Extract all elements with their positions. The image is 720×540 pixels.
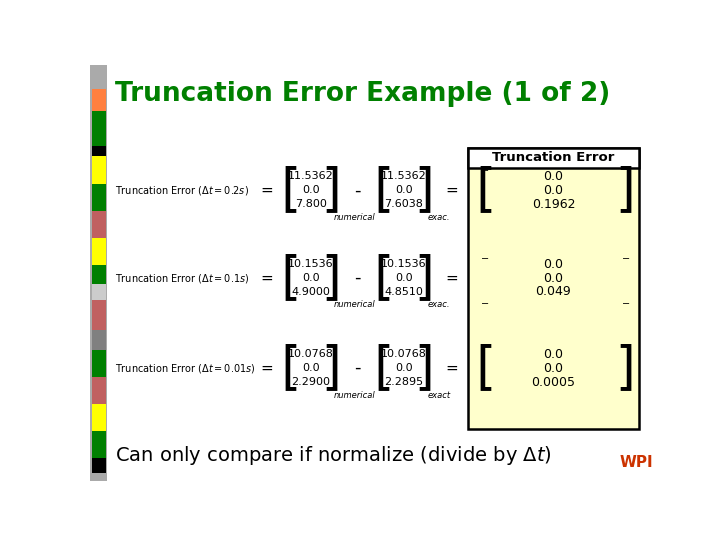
- Text: [: [: [366, 343, 397, 393]
- Bar: [92, 457, 106, 473]
- Text: −: −: [481, 166, 490, 176]
- Text: ]: ]: [611, 343, 643, 393]
- Bar: [92, 238, 106, 265]
- Text: ]: ]: [317, 343, 348, 393]
- Text: exact: exact: [427, 390, 450, 400]
- Bar: [92, 111, 106, 146]
- Bar: [92, 300, 106, 330]
- Text: Truncation Error ($\Delta t = 0.01s$): Truncation Error ($\Delta t = 0.01s$): [114, 362, 256, 375]
- Text: numerical: numerical: [334, 390, 376, 400]
- Text: ]: ]: [317, 165, 348, 215]
- Text: 0.0: 0.0: [302, 363, 320, 373]
- Text: ]: ]: [410, 165, 441, 215]
- Text: ]: ]: [317, 253, 348, 303]
- Text: 0.0005: 0.0005: [531, 375, 575, 389]
- Bar: [92, 330, 106, 350]
- Text: [: [: [274, 253, 305, 303]
- Text: Truncation Error ($\Delta t = 0.1s$): Truncation Error ($\Delta t = 0.1s$): [114, 272, 249, 285]
- Text: 2.2895: 2.2895: [384, 377, 423, 387]
- Bar: [468, 148, 639, 168]
- Text: 0.0: 0.0: [544, 362, 564, 375]
- Bar: [92, 90, 106, 111]
- Text: 7.6038: 7.6038: [384, 199, 423, 209]
- Text: numerical: numerical: [334, 213, 376, 221]
- Text: −: −: [622, 254, 631, 264]
- Bar: [92, 265, 106, 284]
- Text: Truncation Error: Truncation Error: [492, 151, 615, 165]
- Text: 11.5362: 11.5362: [288, 172, 334, 181]
- Bar: [92, 430, 106, 457]
- Bar: [92, 377, 106, 403]
- Text: 0.0: 0.0: [302, 185, 320, 195]
- Text: 0.0: 0.0: [544, 258, 564, 271]
- Bar: [92, 284, 106, 300]
- Text: 4.8510: 4.8510: [384, 287, 423, 297]
- Text: =: =: [446, 361, 459, 376]
- Bar: [92, 156, 106, 184]
- Text: =: =: [446, 271, 459, 286]
- Text: 0.0: 0.0: [544, 348, 564, 361]
- Text: 10.1536: 10.1536: [381, 259, 427, 269]
- Text: 11.5362: 11.5362: [381, 172, 427, 181]
- Text: 0.0: 0.0: [395, 185, 413, 195]
- Text: exac.: exac.: [427, 213, 449, 221]
- Text: =: =: [261, 183, 273, 198]
- Text: 10.0768: 10.0768: [381, 349, 427, 359]
- Text: numerical: numerical: [334, 300, 376, 309]
- Text: 2.2900: 2.2900: [292, 377, 330, 387]
- Text: =: =: [261, 271, 273, 286]
- Text: −: −: [481, 254, 490, 264]
- Text: −: −: [622, 299, 631, 308]
- Text: [: [: [468, 165, 499, 215]
- Bar: [92, 403, 106, 430]
- Text: 10.0768: 10.0768: [288, 349, 334, 359]
- Text: -: -: [354, 269, 361, 287]
- Text: [: [: [274, 165, 305, 215]
- Text: 0.049: 0.049: [536, 286, 572, 299]
- Text: 0.0: 0.0: [544, 170, 564, 183]
- Bar: [92, 65, 106, 481]
- Text: exac.: exac.: [427, 300, 449, 309]
- Text: 0.0: 0.0: [544, 272, 564, 285]
- Text: =: =: [446, 183, 459, 198]
- Text: =: =: [261, 361, 273, 376]
- Text: [: [: [366, 253, 397, 303]
- Text: −: −: [481, 299, 490, 308]
- Text: Truncation Error Example (1 of 2): Truncation Error Example (1 of 2): [114, 81, 610, 107]
- Text: -: -: [354, 181, 361, 199]
- Text: WPI: WPI: [619, 455, 653, 470]
- Bar: [92, 350, 106, 377]
- Bar: [90, 65, 107, 481]
- Text: 0.0: 0.0: [544, 184, 564, 197]
- Text: 4.9000: 4.9000: [292, 287, 330, 297]
- Text: 0.0: 0.0: [302, 273, 320, 283]
- Text: ]: ]: [410, 343, 441, 393]
- Text: Can only compare if normalize (divide by $\Delta t$): Can only compare if normalize (divide by…: [114, 444, 552, 467]
- Text: 10.1536: 10.1536: [288, 259, 333, 269]
- Text: [: [: [366, 165, 397, 215]
- Text: -: -: [354, 359, 361, 377]
- Text: ]: ]: [611, 165, 643, 215]
- Bar: [92, 184, 106, 211]
- Text: [: [: [274, 343, 305, 393]
- Bar: [92, 146, 106, 156]
- Bar: [92, 211, 106, 238]
- Text: 7.800: 7.800: [295, 199, 327, 209]
- Text: 0.0: 0.0: [395, 363, 413, 373]
- Text: ]: ]: [410, 253, 441, 303]
- Text: 0.0: 0.0: [395, 273, 413, 283]
- Text: Truncation Error ($\Delta t = 0.2s$): Truncation Error ($\Delta t = 0.2s$): [114, 184, 249, 197]
- Text: [: [: [468, 343, 499, 393]
- Text: 0.1962: 0.1962: [531, 198, 575, 211]
- Bar: [468, 148, 639, 429]
